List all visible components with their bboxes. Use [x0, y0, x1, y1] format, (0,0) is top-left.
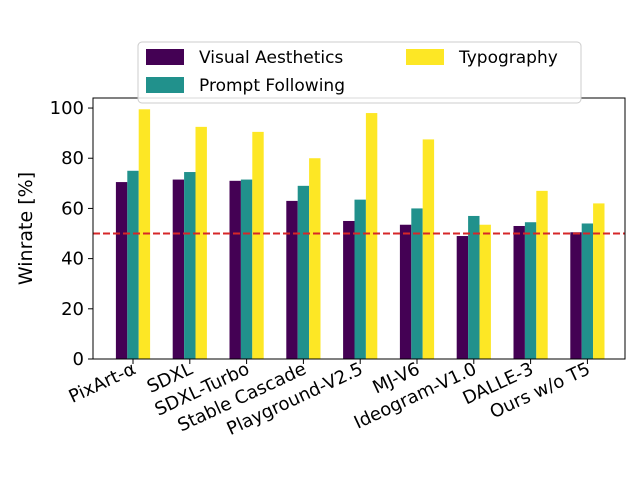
legend-box — [137, 41, 582, 104]
bar-visual-aesthetics-1 — [172, 179, 185, 359]
bar-prompt-following-1 — [184, 172, 196, 359]
bar-prompt-following-2 — [240, 179, 253, 359]
bar-typography-2 — [252, 131, 264, 359]
bar-typography-3 — [309, 158, 321, 359]
bar-visual-aesthetics-2 — [229, 180, 241, 359]
legend-swatch — [406, 49, 444, 65]
y-tick-label: 0 — [73, 349, 84, 370]
bar-prompt-following-4 — [354, 199, 366, 359]
bar-prompt-following-5 — [411, 208, 423, 359]
bar-prompt-following-0 — [127, 170, 139, 359]
bar-typography-1 — [195, 126, 207, 359]
bar-visual-aesthetics-0 — [115, 182, 128, 359]
y-tick-label: 40 — [61, 249, 84, 270]
bar-visual-aesthetics-8 — [570, 232, 582, 359]
y-axis-label: Winrate [%] — [15, 172, 37, 285]
y-tick-label: 20 — [61, 299, 84, 320]
legend-label: Visual Aesthetics — [199, 48, 343, 68]
bar-typography-5 — [422, 139, 435, 359]
legend-label: Prompt Following — [199, 76, 345, 96]
legend-swatch — [146, 49, 184, 65]
bar-prompt-following-6 — [468, 215, 480, 359]
legend: Visual Aesthetics Prompt Following Typogra… — [137, 41, 582, 104]
bar-typography-4 — [365, 113, 378, 359]
bar-typography-8 — [593, 203, 605, 359]
legend-swatch — [146, 77, 184, 93]
bar-prompt-following-7 — [524, 222, 537, 359]
bar-prompt-following-8 — [581, 223, 594, 359]
y-tick-label: 60 — [61, 198, 84, 219]
bar-visual-aesthetics-5 — [399, 224, 412, 359]
legend-label: Typography — [458, 48, 558, 68]
y-axis: 0 20 40 60 80 100 — [50, 98, 93, 370]
y-tick-label: 100 — [50, 98, 84, 119]
bar-visual-aesthetics-4 — [343, 220, 355, 359]
y-tick-label: 80 — [61, 148, 84, 169]
bar-typography-7 — [536, 190, 548, 359]
bar-visual-aesthetics-3 — [286, 200, 298, 359]
bar-visual-aesthetics-7 — [513, 225, 525, 359]
bar-visual-aesthetics-6 — [456, 236, 469, 359]
bar-typography-6 — [479, 224, 491, 359]
bar-prompt-following-3 — [297, 185, 310, 359]
